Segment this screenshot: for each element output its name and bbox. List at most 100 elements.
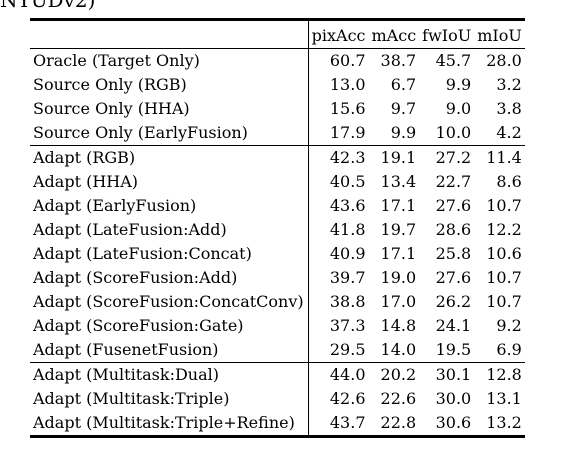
macc-cell: 19.1 — [380, 148, 417, 167]
table-row: Oracle (Target Only) 60.7 38.7 45.7 28.0 — [30, 48, 525, 73]
macc-cell: 22.6 — [380, 389, 417, 408]
method-cell: Adapt (Multitask:Triple) — [30, 387, 309, 411]
results-table: pixAcc mAcc fwIoU mIoU Oracle (Target On… — [30, 18, 525, 438]
table-row: Adapt (ScoreFusion:Add) 39.7 19.0 27.6 10.7 — [30, 266, 525, 290]
table-row: Adapt (ScoreFusion:Gate) 37.3 14.8 24.1 9.2 — [30, 314, 525, 338]
method-cell: Adapt (ScoreFusion:ConcatConv) — [30, 290, 309, 314]
fwiou-cell: 9.0 — [445, 99, 472, 118]
miou-cell: 10.7 — [486, 196, 522, 215]
method-cell: Source Only (EarlyFusion) — [30, 121, 309, 146]
pixacc-cell: 43.6 — [329, 196, 366, 215]
pixacc-cell: 29.5 — [329, 340, 366, 359]
method-cell: Adapt (Multitask:Triple+Refine) — [30, 411, 309, 437]
miou-cell: 8.6 — [496, 172, 522, 191]
pixacc-cell: 17.9 — [329, 123, 366, 142]
macc-cell: 13.4 — [380, 172, 417, 191]
macc-cell: 19.0 — [380, 268, 417, 287]
caption-fragment: NYUDv2) — [0, 0, 96, 12]
fwiou-cell: 27.6 — [435, 268, 472, 287]
group-adapt-multitask: Adapt (Multitask:Dual) 44.0 20.2 30.1 12.8 Ad… — [30, 362, 525, 437]
pixacc-cell: 40.9 — [329, 244, 366, 263]
fwiou-cell: 24.1 — [435, 316, 472, 335]
method-cell: Adapt (ScoreFusion:Add) — [30, 266, 309, 290]
miou-cell: 3.2 — [496, 75, 522, 94]
pixacc-cell: 44.0 — [329, 365, 366, 384]
header-miou: mIoU — [477, 25, 522, 45]
method-cell: Adapt (LateFusion:Concat) — [30, 242, 309, 266]
group-baselines: Oracle (Target Only) 60.7 38.7 45.7 28.0 Sour… — [30, 48, 525, 146]
fwiou-cell: 22.7 — [435, 172, 472, 191]
macc-cell: 20.2 — [380, 365, 417, 384]
pixacc-cell: 43.7 — [329, 413, 366, 432]
pixacc-cell: 38.8 — [329, 292, 366, 311]
miou-cell: 10.6 — [486, 244, 522, 263]
miou-cell: 13.2 — [486, 413, 522, 432]
table-row: Adapt (RGB) 42.3 19.1 27.2 11.4 — [30, 145, 525, 170]
fwiou-cell: 19.5 — [435, 340, 472, 359]
miou-cell: 4.2 — [496, 123, 522, 142]
fwiou-cell: 26.2 — [435, 292, 472, 311]
macc-cell: 9.9 — [390, 123, 417, 142]
miou-cell: 3.8 — [496, 99, 522, 118]
miou-cell: 28.0 — [486, 51, 522, 70]
pixacc-cell: 40.5 — [329, 172, 366, 191]
pixacc-cell: 39.7 — [329, 268, 366, 287]
macc-cell: 17.1 — [380, 196, 417, 215]
fwiou-cell: 27.2 — [435, 148, 472, 167]
method-cell: Oracle (Target Only) — [30, 48, 309, 73]
macc-cell: 17.1 — [380, 244, 417, 263]
header-pixacc: pixAcc — [311, 25, 366, 45]
group-adapt-fusion: Adapt (RGB) 42.3 19.1 27.2 11.4 Adapt (HHA) 40… — [30, 145, 525, 363]
table-row: Adapt (Multitask:Triple) 42.6 22.6 30.0 13.1 — [30, 387, 525, 411]
table-row: Source Only (EarlyFusion) 17.9 9.9 10.0 4.2 — [30, 121, 525, 146]
miou-cell: 11.4 — [486, 148, 522, 167]
fwiou-cell: 30.1 — [435, 365, 472, 384]
pixacc-cell: 13.0 — [329, 75, 366, 94]
method-cell: Adapt (Multitask:Dual) — [30, 362, 309, 387]
fwiou-cell: 30.0 — [435, 389, 472, 408]
miou-cell: 10.7 — [486, 292, 522, 311]
method-cell: Adapt (FusenetFusion) — [30, 338, 309, 363]
macc-cell: 9.7 — [390, 99, 417, 118]
pixacc-cell: 42.3 — [329, 148, 366, 167]
pixacc-cell: 42.6 — [329, 389, 366, 408]
table-header: pixAcc mAcc fwIoU mIoU — [30, 19, 525, 49]
table-row: Adapt (Multitask:Dual) 44.0 20.2 30.1 12.8 — [30, 362, 525, 387]
method-cell: Adapt (RGB) — [30, 145, 309, 170]
macc-cell: 38.7 — [380, 51, 417, 70]
method-cell: Adapt (HHA) — [30, 170, 309, 194]
pixacc-cell: 15.6 — [329, 99, 366, 118]
fwiou-cell: 30.6 — [435, 413, 472, 432]
header-row: pixAcc mAcc fwIoU mIoU — [30, 19, 525, 49]
fwiou-cell: 25.8 — [435, 244, 472, 263]
header-method — [30, 19, 309, 49]
miou-cell: 12.8 — [486, 365, 522, 384]
fwiou-cell: 45.7 — [435, 51, 472, 70]
fwiou-cell: 28.6 — [435, 220, 472, 239]
table-row: Adapt (ScoreFusion:ConcatConv) 38.8 17.0 26… — [30, 290, 525, 314]
fwiou-cell: 10.0 — [435, 123, 472, 142]
table-row: Adapt (LateFusion:Concat) 40.9 17.1 25.8 10.… — [30, 242, 525, 266]
macc-cell: 19.7 — [380, 220, 417, 239]
table-row: Adapt (Multitask:Triple+Refine) 43.7 22.8 3… — [30, 411, 525, 437]
pixacc-cell: 60.7 — [329, 51, 366, 70]
fwiou-cell: 27.6 — [435, 196, 472, 215]
method-cell: Adapt (ScoreFusion:Gate) — [30, 314, 309, 338]
method-cell: Source Only (HHA) — [30, 97, 309, 121]
table-row: Source Only (HHA) 15.6 9.7 9.0 3.8 — [30, 97, 525, 121]
macc-cell: 22.8 — [380, 413, 417, 432]
macc-cell: 6.7 — [390, 75, 417, 94]
miou-cell: 6.9 — [496, 340, 522, 359]
method-cell: Adapt (EarlyFusion) — [30, 194, 309, 218]
fwiou-cell: 9.9 — [445, 75, 472, 94]
table-row: Adapt (HHA) 40.5 13.4 22.7 8.6 — [30, 170, 525, 194]
miou-cell: 13.1 — [486, 389, 522, 408]
pixacc-cell: 41.8 — [329, 220, 366, 239]
method-cell: Adapt (LateFusion:Add) — [30, 218, 309, 242]
miou-cell: 12.2 — [486, 220, 522, 239]
macc-cell: 14.0 — [380, 340, 417, 359]
macc-cell: 17.0 — [380, 292, 417, 311]
miou-cell: 10.7 — [486, 268, 522, 287]
table-row: Adapt (EarlyFusion) 43.6 17.1 27.6 10.7 — [30, 194, 525, 218]
header-fwiou: fwIoU — [422, 25, 472, 45]
